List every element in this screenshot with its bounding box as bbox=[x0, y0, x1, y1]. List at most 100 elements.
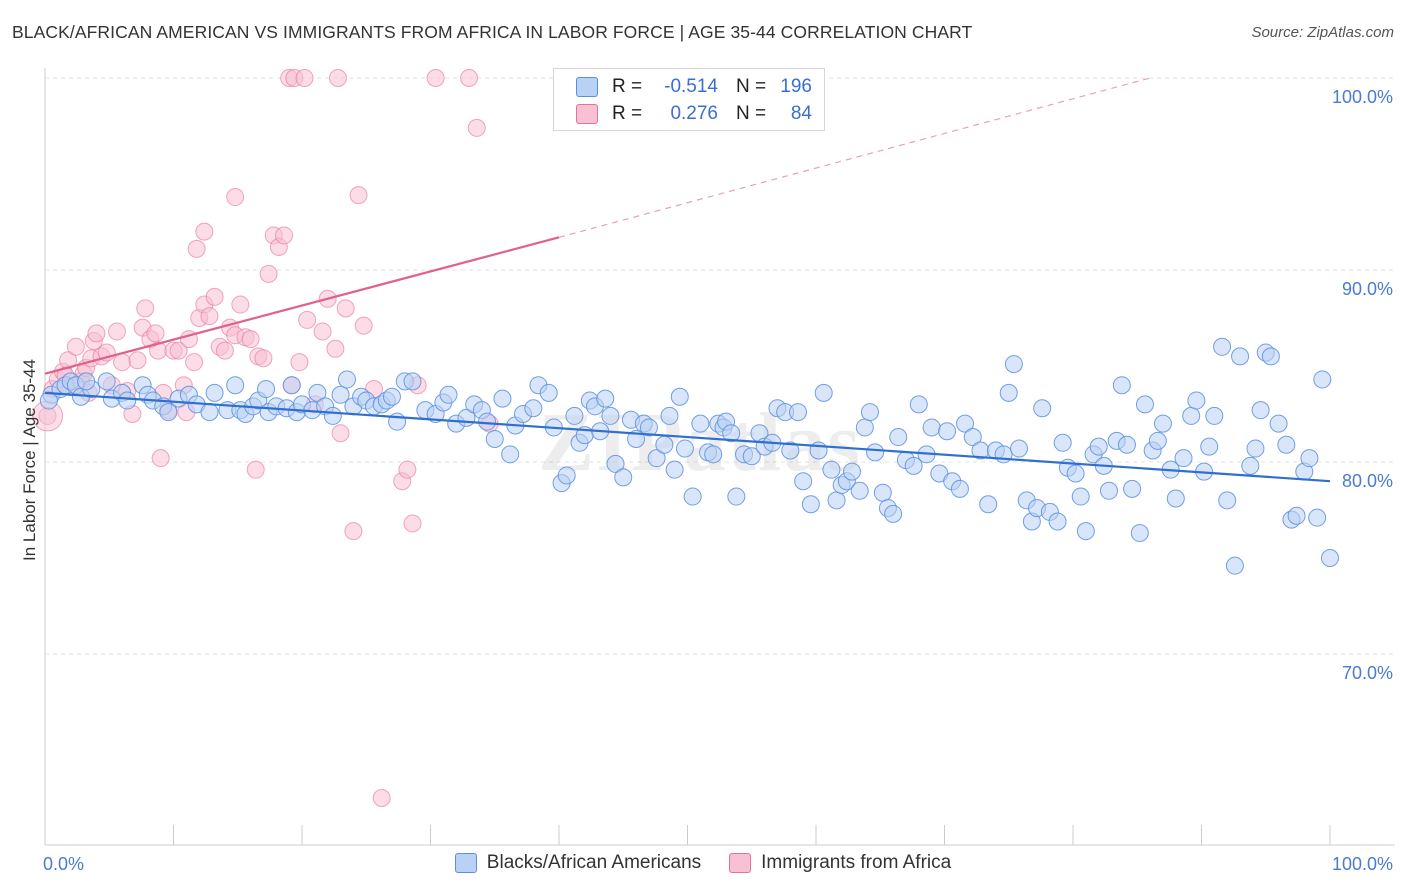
data-point-blacks bbox=[1130, 524, 1149, 543]
data-point-blacks bbox=[827, 491, 846, 510]
data-point-blacks bbox=[794, 472, 813, 491]
data-point-blacks bbox=[1300, 449, 1319, 468]
data-point-blacks bbox=[1308, 508, 1327, 527]
n-label: N = bbox=[736, 76, 767, 97]
data-point-blacks bbox=[922, 418, 941, 437]
data-point-blacks bbox=[524, 399, 543, 418]
data-point-blacks bbox=[1076, 522, 1095, 541]
data-point-immigrants bbox=[295, 69, 314, 87]
data-point-blacks bbox=[1246, 439, 1265, 458]
data-point-blacks bbox=[493, 389, 512, 408]
data-point-blacks bbox=[439, 385, 458, 404]
data-point-immigrants bbox=[59, 351, 78, 370]
data-point-immigrants bbox=[372, 789, 391, 807]
data-point-blacks bbox=[606, 454, 625, 473]
data-point-blacks bbox=[722, 424, 741, 443]
y-tick-labels: 70.0% 80.0% 90.0% 100.0% bbox=[1332, 87, 1393, 683]
data-point-blacks bbox=[557, 466, 576, 485]
data-point-immigrants bbox=[344, 522, 363, 541]
data-point-blacks bbox=[1153, 414, 1172, 433]
data-point-blacks bbox=[200, 403, 219, 422]
data-point-blacks bbox=[331, 385, 350, 404]
data-point-blacks bbox=[1066, 464, 1085, 483]
data-point-blacks bbox=[950, 479, 969, 498]
data-point-immigrants bbox=[66, 337, 85, 356]
data-point-blacks bbox=[97, 372, 116, 391]
data-point-blacks bbox=[1135, 395, 1154, 414]
data-point-blacks bbox=[1123, 479, 1142, 498]
data-point-blacks bbox=[873, 483, 892, 502]
data-point-blacks bbox=[1277, 435, 1296, 454]
data-point-blacks bbox=[1174, 449, 1193, 468]
n-label: N = bbox=[736, 103, 767, 124]
data-point-blacks bbox=[539, 383, 558, 402]
data-point-immigrants bbox=[113, 353, 132, 372]
data-point-immigrants bbox=[187, 239, 206, 258]
data-point-immigrants bbox=[185, 353, 204, 372]
data-point-immigrants bbox=[87, 324, 106, 343]
data-point-blacks bbox=[501, 445, 520, 464]
data-point-immigrants bbox=[241, 330, 260, 349]
legend-swatch-pink bbox=[576, 104, 598, 124]
data-point-immigrants bbox=[169, 341, 188, 360]
data-point-blacks bbox=[1251, 401, 1270, 420]
data-point-blacks bbox=[855, 418, 874, 437]
data-point-immigrants bbox=[254, 349, 273, 368]
r-label: R = bbox=[612, 103, 643, 124]
data-point-immigrants bbox=[215, 341, 234, 360]
data-point-immigrants bbox=[136, 299, 155, 318]
data-point-blacks bbox=[789, 403, 808, 422]
data-point-immigrants bbox=[226, 188, 245, 207]
data-point-blacks bbox=[1225, 556, 1244, 575]
data-point-blacks bbox=[904, 456, 923, 475]
data-point-blacks bbox=[1321, 549, 1339, 567]
data-point-blacks bbox=[842, 462, 861, 481]
data-point-blacks bbox=[639, 418, 658, 437]
data-point-immigrants bbox=[403, 514, 422, 533]
data-point-blacks bbox=[938, 422, 957, 441]
data-point-blacks bbox=[742, 447, 761, 466]
data-point-blacks bbox=[1071, 487, 1090, 506]
data-point-blacks bbox=[1313, 370, 1332, 389]
data-point-blacks bbox=[866, 443, 885, 462]
r-label: R = bbox=[612, 76, 643, 97]
data-point-blacks bbox=[257, 380, 276, 399]
data-point-blacks bbox=[403, 372, 422, 391]
data-point-blacks bbox=[478, 412, 497, 431]
series-legend: Blacks/African Americans Immigrants from… bbox=[0, 852, 1406, 874]
data-point-immigrants bbox=[195, 222, 214, 241]
data-point-blacks bbox=[1200, 437, 1219, 456]
data-point-immigrants bbox=[275, 226, 294, 245]
data-point-blacks bbox=[1182, 406, 1201, 425]
data-point-blacks bbox=[909, 395, 928, 414]
data-point-blacks bbox=[979, 495, 998, 514]
data-point-blacks bbox=[814, 383, 833, 402]
data-point-blacks bbox=[999, 383, 1018, 402]
data-point-immigrants bbox=[467, 118, 486, 137]
data-point-blacks bbox=[963, 428, 982, 447]
data-point-immigrants bbox=[331, 424, 350, 443]
data-point-immigrants bbox=[336, 299, 355, 318]
data-point-immigrants bbox=[246, 460, 265, 479]
data-point-blacks bbox=[337, 370, 356, 389]
data-point-blacks bbox=[670, 387, 689, 406]
data-point-immigrants bbox=[200, 307, 219, 326]
data-point-immigrants bbox=[354, 316, 373, 335]
data-point-immigrants bbox=[231, 295, 250, 314]
x-tick-label: 0.0% bbox=[43, 854, 84, 874]
data-point-blacks bbox=[485, 429, 504, 448]
trend-line-blacks bbox=[44, 391, 1331, 483]
data-point-blacks bbox=[1187, 391, 1206, 410]
x-tick-labels: 0.0% 100.0% bbox=[43, 854, 1393, 874]
data-point-immigrants bbox=[326, 339, 345, 358]
data-point-blacks bbox=[1218, 491, 1237, 510]
trend-line-immigrants bbox=[44, 236, 560, 375]
legend-swatch-blue bbox=[576, 77, 598, 97]
data-point-blacks bbox=[282, 376, 301, 395]
data-point-blacks bbox=[822, 460, 841, 479]
data-point-blacks bbox=[860, 403, 879, 422]
data-point-blacks bbox=[596, 389, 615, 408]
data-point-blacks bbox=[1241, 456, 1260, 475]
data-point-blacks bbox=[801, 495, 820, 514]
blue-series bbox=[39, 337, 1339, 575]
